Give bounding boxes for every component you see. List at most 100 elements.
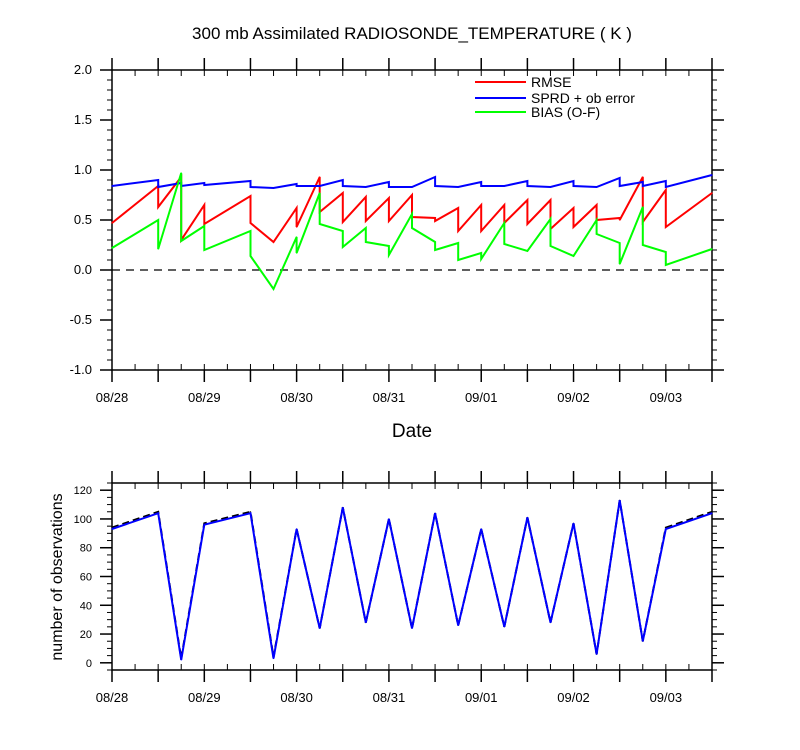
- y-tick-label: 2.0: [74, 62, 92, 77]
- data-point: [249, 195, 252, 197]
- data-point: [388, 197, 390, 199]
- series-line-series-0: [111, 500, 713, 659]
- data-point: [388, 181, 390, 183]
- data-point: [596, 233, 598, 235]
- data-point: [434, 176, 436, 178]
- data-point: [619, 242, 621, 244]
- data-point: [111, 247, 113, 249]
- data-point: [619, 263, 621, 265]
- data-point: [457, 259, 459, 261]
- data-point: [526, 250, 529, 252]
- data-point: [526, 199, 529, 201]
- data-point: [457, 242, 459, 244]
- data-point: [711, 192, 713, 194]
- y-tick-label: 1.5: [74, 112, 92, 127]
- y-tick-label: -0.5: [70, 312, 92, 327]
- legend-label-rmse: RMSE: [531, 74, 571, 90]
- data-point: [249, 222, 252, 224]
- data-point: [457, 186, 459, 188]
- data-point: [457, 207, 459, 209]
- data-point: [665, 189, 667, 191]
- data-point: [411, 194, 413, 196]
- data-point: [665, 186, 667, 188]
- data-point: [111, 528, 113, 530]
- data-point: [572, 255, 575, 257]
- y-tick-label: 40: [80, 600, 92, 612]
- data-point: [526, 516, 529, 519]
- data-point: [388, 186, 390, 188]
- x-tick-label: 08/30: [280, 390, 313, 405]
- x-tick-label: 09/02: [557, 390, 590, 405]
- data-point: [434, 249, 436, 251]
- data-point: [549, 199, 552, 201]
- y-tick-label: 60: [80, 572, 92, 584]
- x-tick-label: 08/28: [96, 690, 129, 705]
- x-axis-label: Date: [392, 421, 432, 442]
- data-point: [342, 192, 344, 194]
- data-point: [642, 244, 644, 246]
- data-point: [480, 252, 482, 254]
- data-point: [711, 511, 713, 513]
- data-point: [526, 185, 529, 187]
- top-x-axis: 08/28 08/29 08/30 08/31 09/01 09/02 09/03: [96, 58, 713, 405]
- bottom-y-axis: 0 20 40 60 80 100 120: [74, 482, 724, 671]
- data-point: [665, 180, 667, 182]
- data-point: [434, 220, 436, 222]
- data-point: [711, 248, 713, 250]
- data-point: [342, 230, 344, 232]
- legend-label-sprd: SPRD + ob error: [531, 90, 635, 106]
- data-point: [596, 204, 598, 206]
- data-point: [272, 187, 275, 189]
- x-tick-label: 08/31: [373, 390, 406, 405]
- data-point: [249, 180, 252, 182]
- data-point: [388, 220, 390, 222]
- data-point: [480, 528, 482, 530]
- data-point: [203, 225, 205, 227]
- data-point: [319, 223, 321, 225]
- x-tick-label: 09/01: [465, 390, 498, 405]
- top-minor-ticks: [111, 70, 713, 370]
- x-tick-label: 08/29: [188, 690, 221, 705]
- data-point: [296, 226, 298, 228]
- bottom-chart: 0 20 40 60 80 100 120 08/28 08/29 08/30 08/31 09/0…: [49, 471, 724, 705]
- data-point: [203, 182, 205, 184]
- top-y-axis: -1.0 -0.5 0.0 0.5 1.0 1.5 2.0: [70, 62, 724, 377]
- data-point: [249, 512, 252, 514]
- data-point: [203, 184, 205, 186]
- data-point: [342, 185, 344, 187]
- data-point: [365, 220, 367, 222]
- data-point: [457, 624, 459, 627]
- data-point: [296, 252, 298, 254]
- data-point: [180, 659, 182, 661]
- data-point: [480, 185, 482, 187]
- legend: RMSE SPRD + ob error BIAS (O-F): [475, 74, 635, 120]
- data-point: [388, 245, 390, 247]
- series-line-series-1: [111, 500, 713, 661]
- data-point: [503, 222, 505, 224]
- y-tick-label: 1.0: [74, 162, 92, 177]
- data-point: [296, 207, 298, 209]
- y-tick-label: 20: [80, 629, 92, 641]
- data-point: [157, 248, 159, 250]
- bottom-minor-ticks: [111, 483, 713, 670]
- data-point: [549, 218, 552, 220]
- y-tick-label: 120: [74, 485, 92, 497]
- bottom-series-group: [111, 499, 713, 661]
- data-point: [296, 528, 298, 530]
- data-point: [711, 174, 713, 176]
- data-point: [365, 186, 367, 188]
- data-point: [711, 512, 713, 514]
- data-point: [157, 219, 159, 221]
- data-point: [434, 512, 436, 514]
- y-axis-label: number of observations: [49, 493, 66, 660]
- data-point: [642, 206, 644, 208]
- data-point: [319, 176, 321, 178]
- data-point: [365, 241, 367, 243]
- y-tick-label: 100: [74, 514, 92, 526]
- y-tick-label: 0.0: [74, 262, 92, 277]
- data-point: [503, 204, 505, 206]
- data-point: [596, 186, 598, 188]
- data-point: [503, 243, 505, 245]
- data-point: [157, 206, 159, 208]
- data-point: [665, 251, 667, 253]
